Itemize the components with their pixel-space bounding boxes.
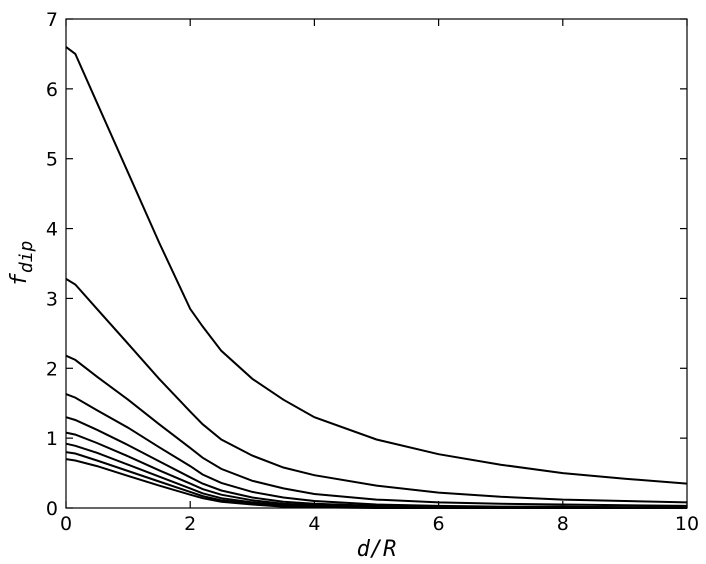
x-axis-label: d/R: [357, 537, 397, 562]
y-tick-label: 0: [46, 498, 58, 520]
series-line-2: [65, 278, 688, 504]
y-tick-label: 7: [46, 9, 58, 31]
y-axis-label: fdip: [7, 241, 37, 287]
ticks-group: 0 2 4 6 8 10 0 1 2 3 4 5 6 7: [46, 9, 699, 535]
y-tick-label: 6: [46, 79, 58, 101]
y-axis-label-main: f: [7, 272, 32, 286]
y-tick-label: 4: [46, 219, 58, 241]
y-tick-label: 3: [46, 288, 58, 310]
x-tick-label: 4: [308, 513, 320, 535]
x-tick-label: 8: [557, 513, 569, 535]
y-tick-label: 5: [46, 149, 58, 171]
series-line-1: [65, 46, 688, 485]
series-group: [65, 46, 688, 509]
x-tick-label: 10: [675, 513, 699, 535]
y-tick-label: 1: [46, 428, 58, 450]
x-tick-label: 2: [184, 513, 196, 535]
x-tick-label: 0: [60, 513, 72, 535]
x-tick-label: 6: [433, 513, 445, 535]
y-tick-label: 2: [46, 358, 58, 380]
y-axis-label-subscript: dip: [16, 241, 37, 274]
series-line-3: [65, 354, 688, 507]
plot-frame: [65, 18, 688, 509]
